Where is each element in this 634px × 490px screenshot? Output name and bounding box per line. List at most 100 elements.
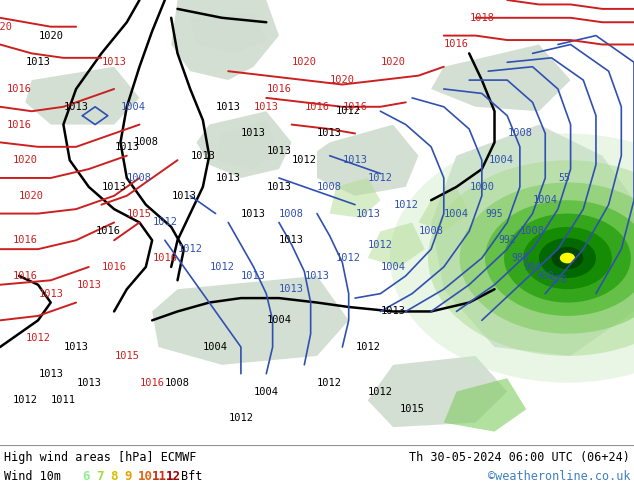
Text: 1012: 1012 — [368, 387, 393, 396]
Text: 1016: 1016 — [13, 271, 38, 281]
Circle shape — [539, 238, 596, 278]
Text: 10: 10 — [138, 470, 153, 484]
Text: Bft: Bft — [181, 470, 202, 484]
Polygon shape — [431, 124, 634, 356]
Text: 992: 992 — [498, 235, 516, 245]
Text: 1013: 1013 — [241, 271, 266, 281]
Text: 1004: 1004 — [203, 342, 228, 352]
Polygon shape — [152, 276, 349, 365]
Text: 1008: 1008 — [165, 378, 190, 388]
Text: 1008: 1008 — [418, 226, 444, 236]
Text: 1004: 1004 — [266, 316, 292, 325]
Text: 1016: 1016 — [342, 102, 368, 112]
Circle shape — [504, 214, 631, 302]
Text: 1012: 1012 — [368, 173, 393, 183]
Text: 1013: 1013 — [241, 128, 266, 139]
Text: 1013: 1013 — [76, 378, 101, 388]
Circle shape — [485, 200, 634, 316]
Text: 1008: 1008 — [507, 128, 533, 139]
Text: 1013: 1013 — [317, 128, 342, 139]
Text: 1008: 1008 — [520, 226, 545, 236]
Text: 1008: 1008 — [317, 182, 342, 192]
Circle shape — [428, 160, 634, 356]
Polygon shape — [418, 187, 469, 231]
Text: ©weatheronline.co.uk: ©weatheronline.co.uk — [488, 470, 630, 484]
Polygon shape — [444, 378, 526, 432]
Text: 1013: 1013 — [190, 151, 216, 161]
Text: 1004: 1004 — [380, 262, 406, 272]
Text: 1013: 1013 — [114, 142, 139, 152]
Circle shape — [560, 253, 575, 264]
Text: 1012: 1012 — [152, 218, 178, 227]
Text: 1012: 1012 — [336, 253, 361, 263]
Polygon shape — [431, 45, 571, 111]
Text: 1004: 1004 — [120, 102, 146, 112]
Text: 1013: 1013 — [342, 155, 368, 165]
Text: 1018: 1018 — [469, 13, 495, 23]
Text: 1013: 1013 — [355, 209, 380, 219]
Text: 1013: 1013 — [171, 191, 197, 201]
Text: 1013: 1013 — [216, 173, 241, 183]
Text: 1016: 1016 — [95, 226, 120, 236]
Text: 11: 11 — [152, 470, 167, 484]
Polygon shape — [317, 124, 418, 196]
Text: 1013: 1013 — [25, 57, 51, 67]
Text: 1012: 1012 — [178, 244, 203, 254]
Text: 1013: 1013 — [38, 369, 63, 379]
Circle shape — [552, 247, 583, 269]
Text: 1013: 1013 — [266, 147, 292, 156]
Text: 1020: 1020 — [292, 57, 317, 67]
Polygon shape — [368, 222, 425, 267]
Text: 1008: 1008 — [279, 209, 304, 219]
Text: 1012: 1012 — [209, 262, 235, 272]
Text: 1013: 1013 — [216, 102, 241, 112]
Text: 1012: 1012 — [317, 378, 342, 388]
Text: 1008: 1008 — [127, 173, 152, 183]
Text: 1013: 1013 — [266, 182, 292, 192]
Text: 1013: 1013 — [101, 57, 127, 67]
Text: 980: 980 — [536, 271, 554, 281]
Text: 1000: 1000 — [469, 182, 495, 192]
Text: 1013: 1013 — [63, 342, 89, 352]
Text: 1013: 1013 — [279, 235, 304, 245]
Text: 1016: 1016 — [6, 84, 32, 94]
Circle shape — [523, 227, 612, 289]
Text: 1020: 1020 — [38, 30, 63, 41]
Polygon shape — [330, 178, 380, 218]
Text: 8: 8 — [110, 470, 117, 484]
Text: 1012: 1012 — [228, 413, 254, 423]
Polygon shape — [216, 120, 279, 169]
Text: 1020: 1020 — [330, 75, 355, 85]
Text: 1016: 1016 — [304, 102, 330, 112]
Text: 1004: 1004 — [488, 155, 514, 165]
Text: 9: 9 — [124, 470, 131, 484]
Polygon shape — [190, 13, 266, 53]
Text: 995: 995 — [486, 209, 503, 219]
Text: 1020: 1020 — [0, 22, 13, 32]
Text: 1016: 1016 — [266, 84, 292, 94]
Text: 1013: 1013 — [76, 280, 101, 290]
Text: 1011: 1011 — [51, 395, 76, 405]
Circle shape — [460, 182, 634, 334]
Text: 1013: 1013 — [279, 284, 304, 294]
Text: 1016: 1016 — [139, 378, 165, 388]
Text: 1012: 1012 — [13, 395, 38, 405]
Text: 1016: 1016 — [6, 120, 32, 129]
Text: 12: 12 — [166, 470, 181, 484]
Text: 1012: 1012 — [393, 199, 418, 210]
Text: 1008: 1008 — [133, 137, 158, 147]
Text: 1020: 1020 — [19, 191, 44, 201]
Text: 1013: 1013 — [241, 209, 266, 219]
Text: 1004: 1004 — [254, 387, 279, 396]
Text: 6: 6 — [82, 470, 89, 484]
Text: 1012: 1012 — [336, 106, 361, 116]
Text: 1016: 1016 — [152, 253, 178, 263]
Text: 1013: 1013 — [101, 182, 127, 192]
Text: 1012: 1012 — [292, 155, 317, 165]
Text: 1020: 1020 — [380, 57, 406, 67]
Text: High wind areas [hPa] ECMWF: High wind areas [hPa] ECMWF — [4, 451, 197, 465]
Text: Th 30-05-2024 06:00 UTC (06+24): Th 30-05-2024 06:00 UTC (06+24) — [409, 451, 630, 465]
Text: 1012: 1012 — [355, 342, 380, 352]
Text: 1016: 1016 — [101, 262, 127, 272]
Polygon shape — [171, 0, 279, 80]
